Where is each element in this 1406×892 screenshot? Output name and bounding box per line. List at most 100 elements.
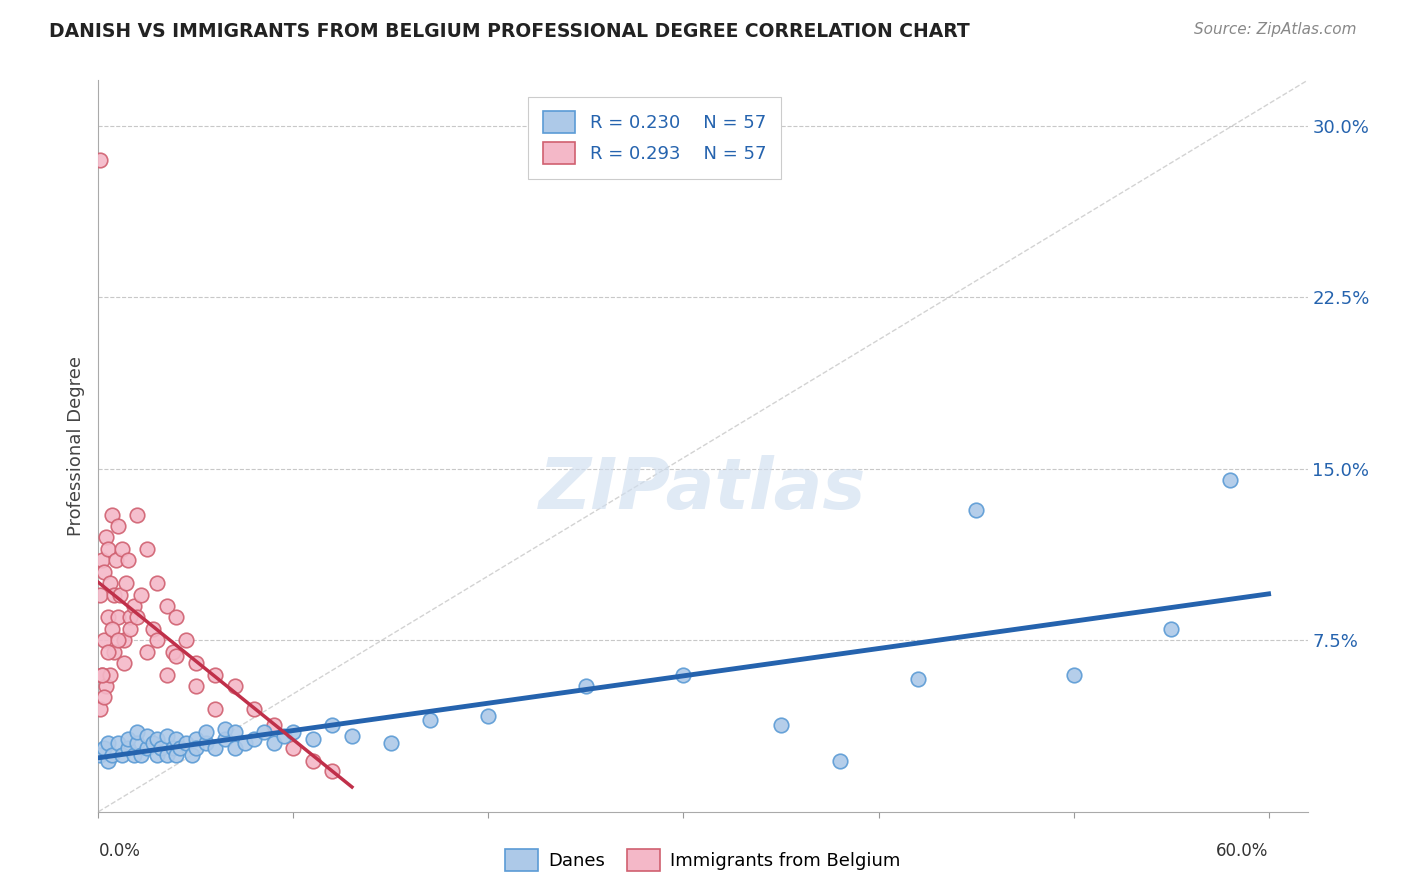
Point: [302, 731, 325, 746]
Point: [91, 667, 114, 681]
Point: [111, 747, 134, 762]
Point: [321, 764, 343, 778]
Point: [101, 622, 124, 636]
Point: [136, 729, 159, 743]
Point: [380, 736, 402, 750]
Point: [146, 576, 169, 591]
Point: [165, 610, 187, 624]
Point: [828, 755, 851, 769]
Point: [174, 736, 197, 750]
Point: [101, 747, 124, 762]
Point: [111, 541, 134, 556]
Point: [263, 736, 285, 750]
Point: [91, 553, 114, 567]
Point: [89, 588, 111, 602]
Point: [340, 729, 363, 743]
Point: [146, 731, 169, 746]
Point: [98, 576, 121, 591]
Point: [194, 724, 217, 739]
Point: [89, 747, 111, 762]
Point: [91, 667, 114, 681]
Point: [321, 718, 343, 732]
Point: [97, 755, 120, 769]
Legend: R = 0.230    N = 57, R = 0.293    N = 57: R = 0.230 N = 57, R = 0.293 N = 57: [529, 96, 780, 178]
Point: [89, 702, 111, 716]
Point: [97, 645, 120, 659]
Text: DANISH VS IMMIGRANTS FROM BELGIUM PROFESSIONAL DEGREE CORRELATION CHART: DANISH VS IMMIGRANTS FROM BELGIUM PROFES…: [49, 22, 970, 41]
Point: [165, 731, 187, 746]
Point: [127, 610, 149, 624]
Point: [181, 747, 204, 762]
Point: [243, 731, 266, 746]
Point: [93, 633, 115, 648]
Point: [162, 740, 184, 755]
Point: [104, 553, 127, 567]
Point: [107, 633, 129, 648]
Point: [96, 530, 118, 544]
Point: [93, 690, 115, 705]
Point: [117, 553, 139, 567]
Point: [224, 679, 246, 693]
Point: [165, 649, 187, 664]
Point: [96, 679, 118, 693]
Point: [131, 747, 153, 762]
Point: [194, 736, 217, 750]
Point: [142, 622, 165, 636]
Point: [117, 740, 139, 755]
Point: [204, 667, 226, 681]
Point: [224, 740, 246, 755]
Point: [97, 541, 120, 556]
Point: [184, 731, 207, 746]
Point: [118, 610, 141, 624]
Point: [156, 729, 179, 743]
Point: [136, 541, 159, 556]
Point: [142, 736, 165, 750]
Point: [1219, 473, 1241, 487]
Point: [165, 747, 187, 762]
Point: [184, 740, 207, 755]
Point: [146, 747, 169, 762]
Point: [263, 718, 285, 732]
Text: 0.0%: 0.0%: [98, 842, 141, 860]
Point: [174, 633, 197, 648]
Text: Source: ZipAtlas.com: Source: ZipAtlas.com: [1194, 22, 1357, 37]
Point: [477, 708, 499, 723]
Point: [184, 656, 207, 670]
Point: [101, 508, 124, 522]
Point: [103, 588, 125, 602]
Point: [97, 610, 120, 624]
Text: ZIPatlas: ZIPatlas: [540, 456, 866, 524]
Point: [103, 645, 125, 659]
Point: [127, 736, 149, 750]
Point: [419, 714, 441, 728]
Point: [127, 724, 149, 739]
Point: [149, 740, 172, 755]
Point: [575, 679, 598, 693]
Point: [243, 702, 266, 716]
Point: [162, 645, 184, 659]
Point: [204, 702, 226, 716]
Point: [107, 519, 129, 533]
Y-axis label: Professional Degree: Professional Degree: [66, 356, 84, 536]
Point: [107, 610, 129, 624]
Point: [112, 656, 135, 670]
Point: [93, 565, 115, 579]
Point: [127, 508, 149, 522]
Point: [93, 740, 115, 755]
Point: [89, 153, 111, 168]
Text: 60.0%: 60.0%: [1216, 842, 1268, 860]
Point: [769, 718, 792, 732]
Point: [156, 599, 179, 613]
Point: [107, 736, 129, 750]
Point: [253, 724, 276, 739]
Point: [233, 736, 256, 750]
Point: [214, 723, 236, 737]
Point: [184, 679, 207, 693]
Point: [118, 622, 141, 636]
Point: [1160, 622, 1182, 636]
Point: [907, 672, 929, 686]
Legend: Danes, Immigrants from Belgium: Danes, Immigrants from Belgium: [498, 842, 908, 879]
Point: [283, 724, 305, 739]
Point: [122, 747, 145, 762]
Point: [136, 740, 159, 755]
